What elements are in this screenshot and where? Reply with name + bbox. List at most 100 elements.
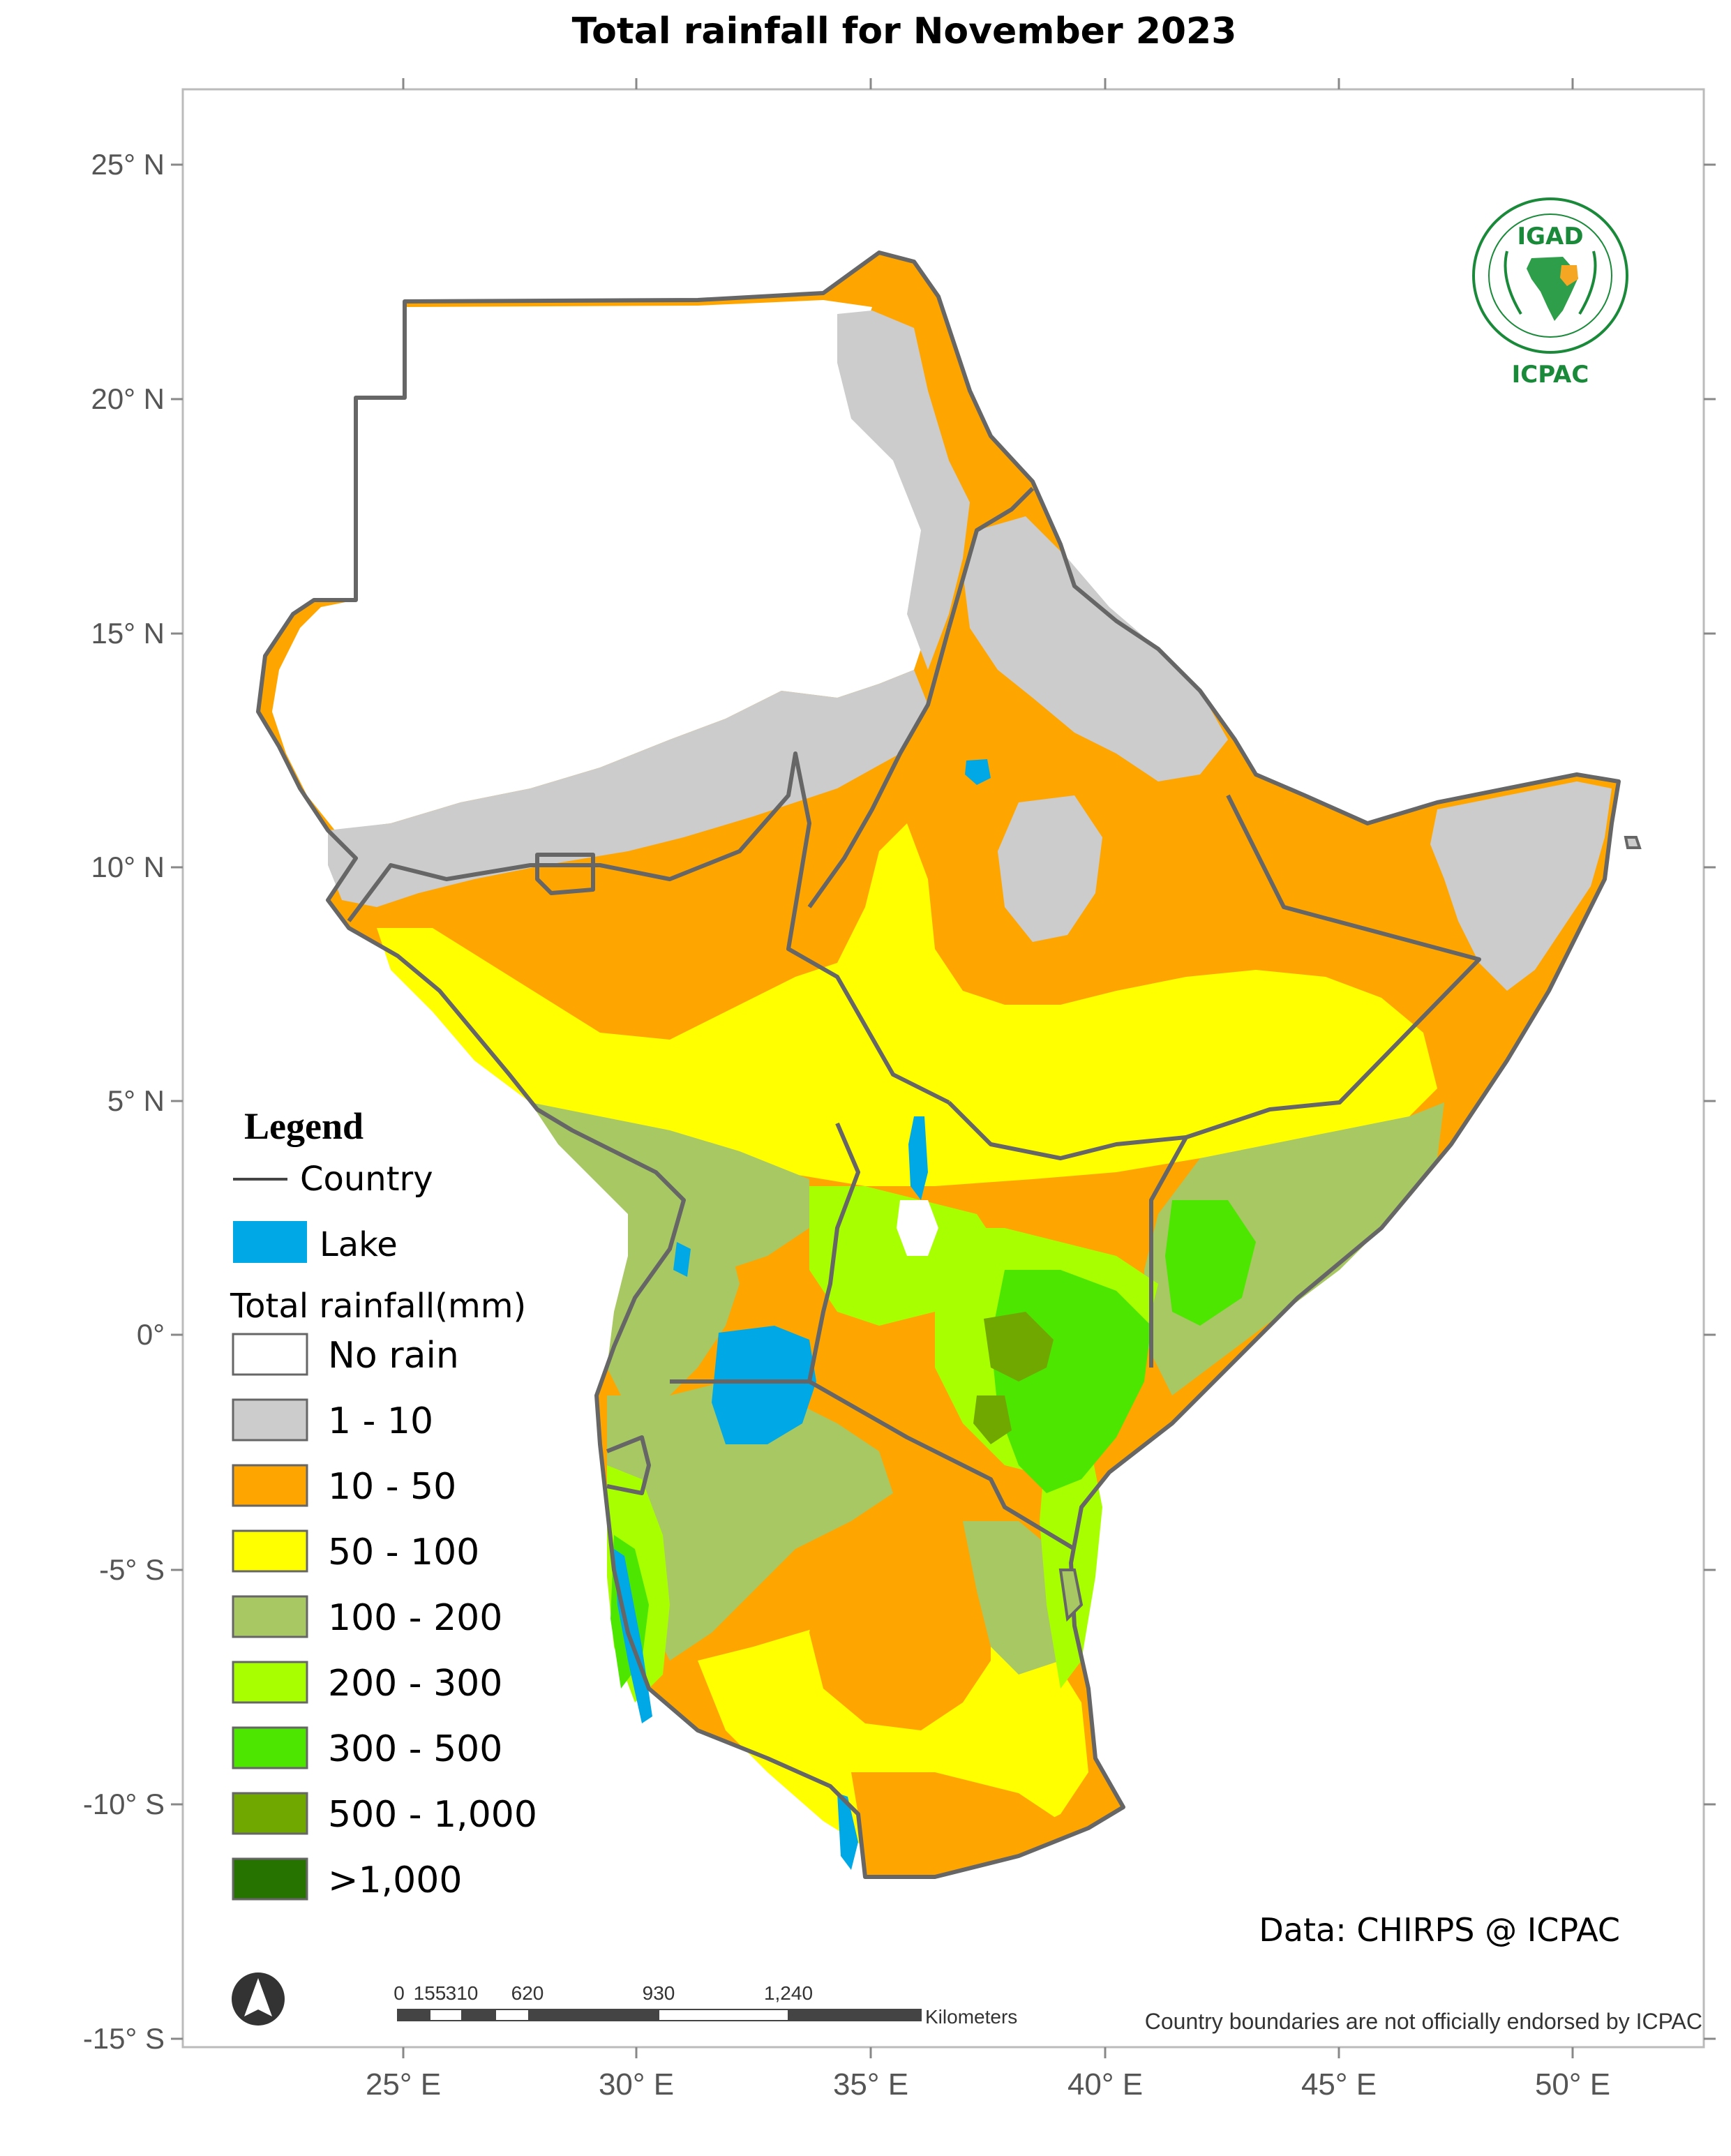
lat-label-15n: 15° N xyxy=(91,617,165,650)
legend-lake-swatch xyxy=(233,1221,307,1263)
lat-label-25n: 25° N xyxy=(91,148,165,181)
legend-class-label-4: 100 - 200 xyxy=(328,1597,502,1639)
lat-ticks-right xyxy=(1704,163,1716,2040)
scale-bar-tick-1: 155 xyxy=(414,1982,447,2004)
legend-swatch-0 xyxy=(232,1333,308,1376)
zone-500-1000-b xyxy=(973,1395,1012,1444)
scale-bar-tick-2: 310 xyxy=(446,1982,479,2004)
legend-swatch-1 xyxy=(232,1398,308,1442)
legend-lake-label: Lake xyxy=(320,1225,398,1264)
legend: Legend Country Lake Total rainfall(mm) N… xyxy=(230,1105,537,1901)
zone-no-rain-kenya xyxy=(897,1200,938,1256)
border-sudan-ethiopia xyxy=(807,627,951,908)
zone-grey-somalia-north xyxy=(1430,781,1612,991)
border-sudan-south xyxy=(347,751,950,1105)
lake-albert xyxy=(673,1242,691,1277)
lon-label-40e: 40° E xyxy=(1067,2067,1143,2102)
lon-ticks xyxy=(402,78,1574,2058)
zone-no-rain-north xyxy=(272,300,942,830)
border-uganda-kenya xyxy=(807,1122,860,1382)
scale-bar: 0 155 310 620 930 1,240 Kilometers xyxy=(394,1982,1017,2028)
scale-bar-tick-5: 1,240 xyxy=(764,1982,813,2004)
legend-class-label-5: 200 - 300 xyxy=(328,1663,502,1705)
boundary-disclaimer: Country boundaries are not officially en… xyxy=(1145,2009,1702,2034)
scale-bar-segment-3 xyxy=(495,2009,530,2021)
legend-heading: Legend xyxy=(244,1105,364,1147)
scale-bar-segments xyxy=(397,2009,922,2021)
scale-bar-tick-0: 0 xyxy=(394,1982,405,2004)
lat-label-15s: -15° S xyxy=(83,2022,165,2055)
lat-label-0: 0° xyxy=(137,1318,165,1351)
laurel-left-icon xyxy=(1504,250,1522,315)
island-socotra xyxy=(1624,836,1642,849)
scale-bar-segment-4 xyxy=(528,2009,659,2021)
legend-country-label: Country xyxy=(300,1160,433,1199)
zone-grey-sudan-belt xyxy=(328,670,928,907)
legend-class-label-1: 1 - 10 xyxy=(328,1400,433,1442)
outer-boundary xyxy=(256,250,1621,1879)
lat-label-5s: -5° S xyxy=(99,1553,165,1586)
border-ethiopia-kenya xyxy=(947,1100,1187,1160)
zone-grey-sudan-east xyxy=(837,310,970,670)
laurel-right-icon xyxy=(1578,250,1597,315)
zone-100-200-tanzania-west xyxy=(607,1382,893,1661)
igad-icpac-logo: IGAD ICPAC xyxy=(1472,197,1628,389)
lake-tana xyxy=(965,759,991,785)
legend-swatch-4 xyxy=(232,1595,308,1638)
legend-rain-heading: Total rainfall(mm) xyxy=(230,1287,526,1326)
border-kenya-tanzania xyxy=(808,1379,1076,1551)
lat-label-20n: 20° N xyxy=(91,382,165,415)
data-source-credit: Data: CHIRPS @ ICPAC xyxy=(1259,1911,1620,1949)
lat-label-5n: 5° N xyxy=(107,1084,165,1117)
zone-orange-tanzania-south xyxy=(851,1772,1061,1863)
scale-bar-tick-4: 930 xyxy=(643,1982,675,2004)
lon-label-45e: 45° E xyxy=(1301,2067,1377,2102)
zone-300-500-somalia xyxy=(1165,1200,1256,1326)
lake-tanganyika xyxy=(614,1549,652,1723)
legend-swatch-8 xyxy=(232,1857,308,1901)
zone-500-1000 xyxy=(984,1312,1054,1382)
legend-class-label-8: >1,000 xyxy=(328,1859,462,1901)
lake-victoria xyxy=(712,1326,816,1444)
lon-label-50e: 50° E xyxy=(1535,2067,1610,2102)
zone-grey-eritrea xyxy=(963,516,1228,781)
scale-bar-segment-0 xyxy=(397,2009,430,2021)
legend-class-label-3: 50 - 100 xyxy=(328,1532,479,1573)
logo-icpac-text: ICPAC xyxy=(1512,361,1589,389)
legend-swatch-5 xyxy=(232,1661,308,1704)
logo-inner-ring xyxy=(1488,214,1612,338)
lat-ticks xyxy=(171,163,183,2040)
scale-bar-ticks: 0 155 310 620 930 1,240 xyxy=(394,1982,813,2004)
logo-igad-text: IGAD xyxy=(1517,223,1583,250)
zone-100-200-east xyxy=(1144,1102,1444,1395)
lon-label-25e: 25° E xyxy=(366,2067,441,2102)
country-borders xyxy=(256,250,1621,1879)
border-ethiopia-somalia xyxy=(1149,794,1481,1368)
scale-bar-segment-1 xyxy=(429,2009,463,2021)
map-title: Total rainfall for November 2023 xyxy=(572,10,1237,52)
legend-swatch-7 xyxy=(232,1792,308,1835)
scale-bar-unit: Kilometers xyxy=(925,2006,1017,2028)
lakes xyxy=(614,759,991,1870)
map-frame xyxy=(181,88,1705,2049)
zone-yellow-band xyxy=(377,823,1437,1186)
legend-swatch-3 xyxy=(232,1529,308,1573)
border-burundi xyxy=(606,1435,651,1495)
lat-label-10n: 10° N xyxy=(91,851,165,883)
lon-label-30e: 30° E xyxy=(599,2067,674,2102)
legend-swatch-2 xyxy=(232,1464,308,1507)
legend-class-label-0: No rain xyxy=(328,1335,459,1377)
scale-bar-tick-3: 620 xyxy=(511,1982,544,2004)
legend-swatch-6 xyxy=(232,1726,308,1769)
lon-label-35e: 35° E xyxy=(833,2067,908,2102)
lat-label-10s: -10° S xyxy=(83,1788,165,1820)
border-eritrea xyxy=(947,486,1035,629)
lake-malawi xyxy=(837,1793,858,1870)
north-arrow-icon xyxy=(232,1972,285,2026)
island-zanzibar xyxy=(1058,1569,1084,1622)
scale-bar-segment-2 xyxy=(461,2009,496,2021)
zone-100-200-congo-side xyxy=(607,1186,740,1409)
zone-grey-ethiopia-center xyxy=(998,795,1102,942)
horn-highlight-icon xyxy=(1560,265,1578,286)
